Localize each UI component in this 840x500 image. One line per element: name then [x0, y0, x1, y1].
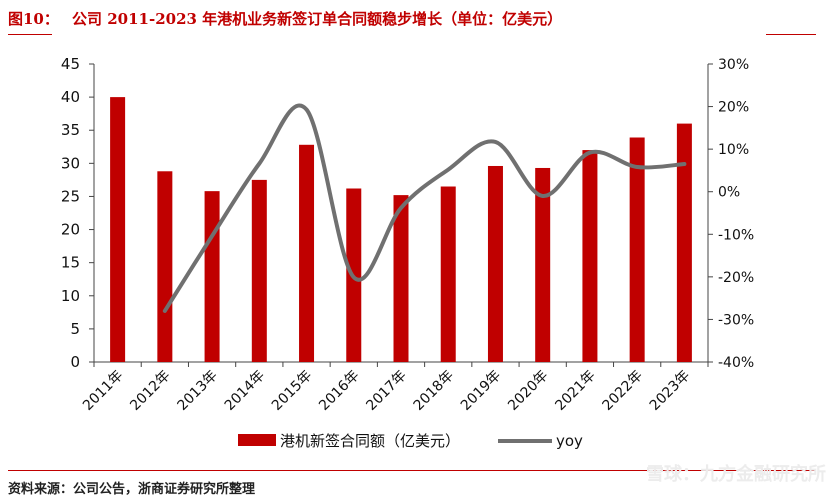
- bar: [251, 179, 267, 362]
- right-tick-label: -30%: [718, 312, 754, 328]
- right-tick-label: 20%: [718, 100, 749, 116]
- source-note: 资料来源：公司公告，浙商证券研究所整理: [8, 482, 256, 497]
- bar: [676, 123, 692, 362]
- left-tick-label: 35: [61, 121, 80, 139]
- right-tick-label: 0%: [718, 185, 740, 201]
- bar: [393, 195, 409, 362]
- right-tick-label: -20%: [718, 270, 754, 286]
- legend-label-bar: 港机新签合同额（亿美元）: [280, 432, 460, 450]
- left-tick-label: 5: [70, 320, 80, 338]
- chart: 0 5 10 15 20 25 30 35 40 45 -40% -30% -20% -10% 0% 10% 2…: [61, 55, 754, 450]
- x-tick-label: 2011年: [80, 368, 126, 414]
- bar: [487, 165, 503, 362]
- source-rule: [8, 470, 816, 471]
- left-tick-label: 40: [61, 88, 80, 106]
- legend-swatch-bar: [238, 434, 276, 446]
- x-tick-label: 2021年: [552, 368, 598, 414]
- figure-title-row: 图10： 公司 2011-2023 年港机业务新签订单合同额稳步增长（单位：亿美…: [8, 6, 832, 32]
- left-tick-label: 20: [61, 221, 80, 239]
- legend-label-line: yoy: [556, 432, 583, 450]
- right-tick-label: 10%: [718, 142, 749, 158]
- bar: [157, 171, 173, 362]
- x-tick-label: 2017年: [363, 368, 409, 414]
- x-tick-label: 2022年: [600, 368, 646, 414]
- left-tick-label: 10: [61, 287, 80, 305]
- bar: [440, 186, 456, 362]
- x-tick-label: 2023年: [647, 368, 693, 414]
- x-tick-label: 2016年: [316, 368, 362, 414]
- figure-title: 公司 2011-2023 年港机业务新签订单合同额稳步增长（单位：亿美元）: [72, 10, 563, 28]
- figure-label: 图10：: [8, 10, 59, 28]
- right-tick-label: -10%: [718, 227, 754, 243]
- bar: [204, 191, 220, 362]
- bar: [110, 97, 126, 362]
- x-tick-label: 2015年: [269, 368, 315, 414]
- bar: [582, 150, 598, 362]
- title-rule-left: [8, 34, 52, 35]
- x-tick-label: 2019年: [458, 368, 504, 414]
- yoy-line: [162, 103, 687, 313]
- bar: [299, 144, 315, 362]
- right-tick-label: 30%: [718, 57, 749, 73]
- left-tick-label: 45: [61, 55, 80, 73]
- right-tick-label: -40%: [718, 355, 754, 371]
- bar: [629, 137, 645, 362]
- x-tick-label: 2018年: [411, 368, 457, 414]
- x-tick-label: 2012年: [127, 368, 173, 414]
- watermark: 雪球：九方金融研究所: [646, 464, 826, 485]
- left-tick-label: 0: [70, 353, 80, 371]
- left-tick-label: 30: [61, 154, 80, 172]
- x-tick-label: 2014年: [222, 368, 268, 414]
- title-rule-right: [766, 34, 816, 35]
- x-tick-label: 2013年: [174, 368, 220, 414]
- left-tick-label: 15: [61, 254, 80, 272]
- bar: [535, 167, 551, 362]
- x-tick-label: 2020年: [505, 368, 551, 414]
- left-tick-label: 25: [61, 187, 80, 205]
